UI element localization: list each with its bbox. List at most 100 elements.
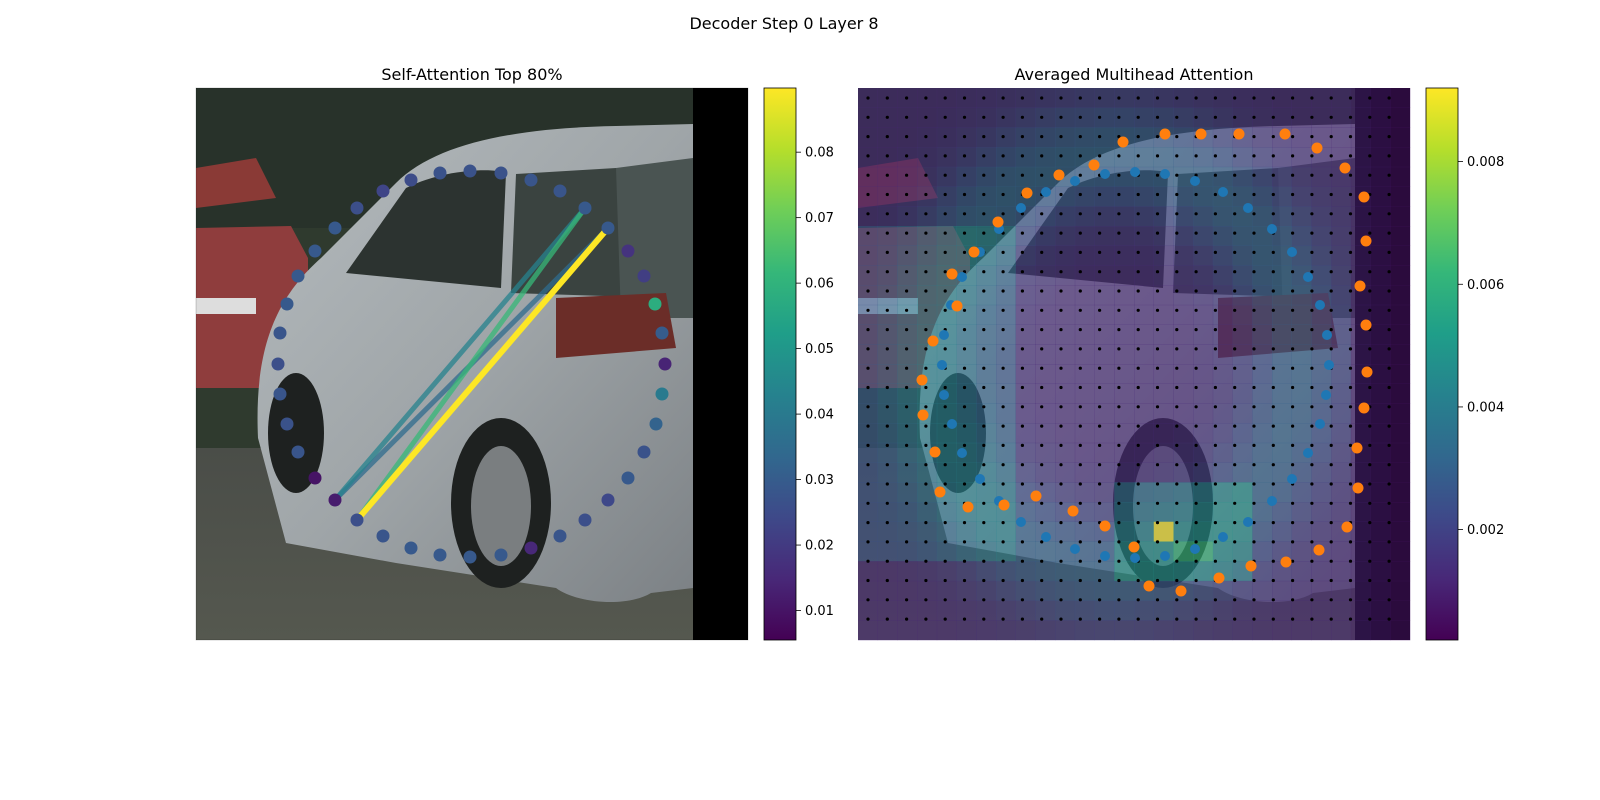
grid-dot <box>943 405 947 409</box>
grid-dot <box>1136 192 1140 197</box>
heatmap-cell <box>1173 403 1194 424</box>
grid-dot <box>1001 521 1005 525</box>
grid-dot <box>1387 96 1391 100</box>
grid-dot <box>905 289 909 293</box>
ring-point <box>524 173 538 187</box>
grid-dot <box>1194 443 1198 447</box>
grid-dot <box>982 328 986 332</box>
grid-dot <box>1329 521 1333 525</box>
orange-point <box>934 486 946 498</box>
grid-dot <box>1387 173 1391 177</box>
grid-dot <box>905 347 909 351</box>
heatmap-cell <box>1272 364 1293 385</box>
grid-dot <box>943 463 947 467</box>
grid-dot <box>885 115 889 119</box>
grid-dot <box>1078 443 1082 447</box>
heatmap-cell <box>1193 324 1214 345</box>
heatmap-cell <box>956 580 977 601</box>
colorbar-tick-label: 0.002 <box>1467 523 1504 538</box>
heatmap-cell <box>877 541 898 562</box>
grid-dot <box>943 173 947 177</box>
heatmap-cell <box>1153 226 1174 247</box>
grid-dot <box>1348 135 1353 139</box>
grid-dot <box>924 270 928 274</box>
heatmap-cell <box>1193 383 1214 404</box>
grid-dot <box>1117 96 1121 100</box>
heatmap-cell <box>1114 580 1135 601</box>
grid-dot <box>943 385 947 390</box>
grid-dot <box>1078 270 1082 274</box>
grid-dot <box>1387 559 1391 563</box>
grid-dot <box>1310 463 1314 467</box>
ring-point <box>271 357 285 371</box>
grid-dot <box>1213 482 1217 486</box>
blue-point <box>1315 419 1325 429</box>
grid-dot <box>1310 154 1314 158</box>
heatmap-cell <box>1350 107 1371 128</box>
heatmap-cell <box>1350 166 1371 187</box>
grid-dot <box>1233 192 1237 197</box>
heatmap-cell <box>1390 403 1411 424</box>
heatmap-cell <box>1134 600 1155 621</box>
grid-dot <box>1098 250 1102 254</box>
heatmap-cell <box>1193 423 1214 444</box>
heatmap-cell <box>1390 620 1411 641</box>
ring-point <box>658 357 672 371</box>
grid-dot <box>885 347 889 351</box>
grid-dot <box>1368 96 1372 100</box>
heatmap-cell <box>858 462 879 483</box>
heatmap-cell <box>1291 206 1312 227</box>
grid-dot <box>1098 328 1102 332</box>
heatmap-cell <box>976 423 997 444</box>
grid-dot <box>1098 347 1102 351</box>
heatmap-cell <box>1331 206 1352 227</box>
heatmap-cell <box>1015 541 1036 562</box>
panel-averaged-multihead: Averaged Multihead Attention <box>858 65 1411 641</box>
heatmap-cell <box>1311 304 1332 325</box>
orange-point <box>929 446 941 458</box>
heatmap-cell <box>1272 226 1293 247</box>
heatmap-cell <box>877 383 898 404</box>
heatmap-cell <box>1193 521 1214 542</box>
colorbar-tick-label: 0.06 <box>805 277 834 292</box>
heatmap-cell <box>877 344 898 365</box>
heatmap-cell <box>956 206 977 227</box>
heatmap-cell <box>1252 383 1273 404</box>
grid-dot <box>1098 578 1102 583</box>
grid-dot <box>1175 154 1179 158</box>
grid-dot <box>1291 115 1295 119</box>
heatmap-cell <box>1390 502 1411 523</box>
grid-dot <box>1098 443 1102 447</box>
heatmap-cell <box>1193 364 1214 385</box>
heatmap-cell <box>976 482 997 503</box>
heatmap-cell <box>1193 265 1214 286</box>
grid-dot <box>1329 482 1333 486</box>
blue-point <box>1287 247 1297 257</box>
grid-dot <box>1194 289 1198 293</box>
heatmap-cell <box>1331 620 1352 641</box>
grid-dot <box>1136 501 1140 505</box>
heatmap-cell <box>1331 344 1352 365</box>
grid-dot <box>1387 385 1391 390</box>
heatmap-cell <box>1015 245 1036 266</box>
grid-dot <box>982 192 986 197</box>
grid-dot <box>1155 154 1160 158</box>
colorbar-tick-label: 0.02 <box>805 539 834 554</box>
heatmap-cell <box>1370 521 1391 542</box>
heatmap-cell <box>1291 403 1312 424</box>
grid-dot <box>1059 617 1063 621</box>
heatmap-cell <box>936 462 957 483</box>
grid-dot <box>1117 250 1121 254</box>
grid-dot <box>1001 482 1005 486</box>
heatmap-cell <box>1331 462 1352 483</box>
heatmap-cell <box>1015 383 1036 404</box>
grid-dot <box>1155 501 1160 505</box>
heatmap-cell <box>858 206 879 227</box>
heatmap-cell <box>1035 442 1056 463</box>
grid-dot <box>943 598 947 602</box>
heatmap-cell <box>1252 226 1273 247</box>
grid-dot <box>1001 347 1005 351</box>
heatmap-cell <box>996 620 1017 641</box>
orange-point <box>1117 136 1129 148</box>
grid-dot <box>1098 385 1102 390</box>
